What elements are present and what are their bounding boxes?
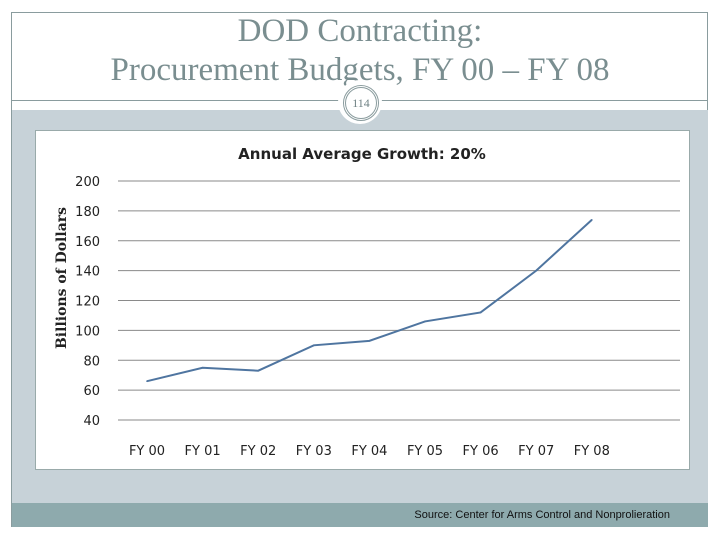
y-tick-label: 100	[75, 324, 100, 339]
page-number: 114	[343, 85, 379, 121]
y-tick-label: 120	[75, 295, 100, 310]
x-tick-label: FY 05	[407, 444, 443, 459]
x-tick-label: FY 01	[185, 444, 221, 459]
y-tick-label: 40	[83, 414, 100, 429]
y-tick-label: 180	[75, 205, 100, 220]
y-tick-label: 160	[75, 235, 100, 250]
x-tick-label: FY 06	[463, 444, 499, 459]
footer-bar	[12, 503, 708, 527]
x-tick-label: FY 02	[240, 444, 276, 459]
x-tick-label: FY 00	[129, 444, 165, 459]
y-tick-label: 80	[83, 354, 100, 369]
data-point	[313, 344, 315, 347]
y-tick-label: 200	[75, 175, 100, 190]
y-axis-label: Billions of Dollars	[54, 207, 70, 349]
chart-title: Annual Average Growth: 20%	[238, 145, 486, 163]
data-point	[479, 311, 482, 314]
y-tick-label: 60	[83, 384, 100, 399]
data-point	[424, 320, 426, 323]
data-point	[535, 269, 537, 272]
x-tick-label: FY 07	[518, 444, 554, 459]
title-line-1: DOD Contracting:	[237, 13, 483, 49]
y-tick-label: 140	[75, 265, 100, 280]
data-point	[146, 380, 148, 382]
x-tick-label: FY 08	[574, 444, 610, 459]
x-tick-label: FY 04	[351, 444, 387, 459]
source-note: Source: Center for Arms Control and Nonp…	[414, 509, 670, 521]
data-point	[257, 369, 260, 372]
data-point	[201, 366, 204, 369]
x-tick-label: FY 03	[296, 444, 332, 459]
data-point	[368, 340, 371, 342]
data-point	[591, 219, 593, 221]
